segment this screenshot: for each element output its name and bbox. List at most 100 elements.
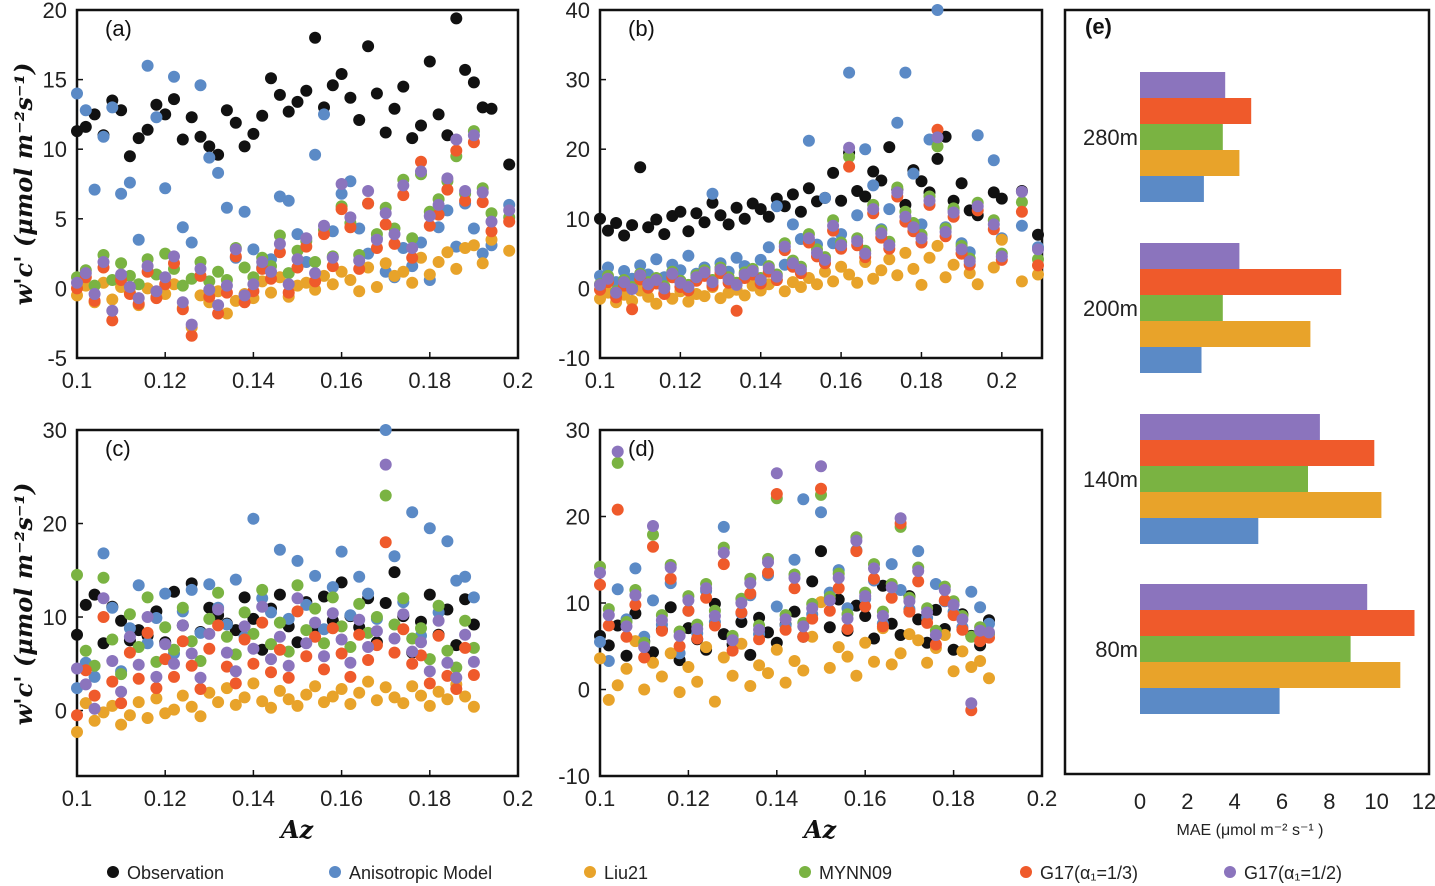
- plot-frame: [75, 428, 520, 778]
- data-point: [626, 294, 639, 307]
- data-point: [388, 550, 401, 563]
- x-axis-label: MAE (μmol m⁻² s⁻¹ ): [1177, 822, 1324, 839]
- data-point: [265, 265, 277, 278]
- data-point: [309, 31, 322, 44]
- data-point: [929, 629, 942, 641]
- data-point: [71, 87, 83, 100]
- data-point: [159, 621, 172, 634]
- data-point: [123, 608, 136, 621]
- data-point: [762, 262, 775, 275]
- data-point: [744, 680, 757, 692]
- data-point: [664, 561, 677, 574]
- data-point: [106, 293, 119, 306]
- data-point: [97, 611, 110, 623]
- data-point: [423, 588, 436, 601]
- data-point: [620, 662, 633, 675]
- data-point: [388, 632, 401, 645]
- data-point: [106, 304, 119, 317]
- data-point: [291, 261, 304, 274]
- data-point: [168, 70, 180, 83]
- data-point: [300, 624, 313, 637]
- data-point: [806, 612, 819, 625]
- x-tick-label: 0.2: [1027, 786, 1058, 811]
- data-point: [220, 646, 233, 659]
- data-point: [318, 696, 330, 709]
- data-point: [823, 661, 836, 674]
- data-point: [423, 665, 436, 678]
- data-point: [159, 271, 172, 284]
- data-point: [885, 558, 898, 571]
- y-tick-label: 10: [43, 137, 67, 162]
- data-point: [159, 638, 172, 651]
- x-axis-label: Az: [279, 815, 315, 844]
- data-point: [115, 685, 128, 698]
- data-point: [282, 693, 295, 706]
- data-point: [691, 632, 704, 645]
- data-point: [778, 285, 791, 298]
- x-tick-label: 0.12: [659, 368, 702, 393]
- data-point: [634, 161, 647, 174]
- data-point: [894, 629, 907, 641]
- data-point: [1015, 205, 1028, 218]
- data-point: [899, 246, 912, 259]
- data-point: [123, 150, 136, 163]
- data-point: [326, 79, 339, 92]
- panel-label: (b): [628, 16, 655, 41]
- data-point: [806, 575, 819, 588]
- data-point: [415, 165, 427, 178]
- data-point: [698, 216, 711, 229]
- data-point: [406, 251, 419, 264]
- data-point: [788, 553, 801, 566]
- data-point: [850, 534, 863, 547]
- data-point: [1015, 196, 1028, 209]
- data-point: [282, 278, 295, 291]
- data-point: [450, 12, 463, 25]
- data-point: [326, 622, 339, 635]
- data-point: [664, 601, 677, 614]
- data-point: [921, 656, 934, 669]
- data-point: [79, 267, 92, 280]
- data-point: [691, 623, 704, 635]
- data-point: [730, 201, 743, 214]
- data-point: [318, 590, 330, 603]
- data-point: [353, 114, 366, 126]
- data-point: [353, 628, 366, 641]
- data-point: [132, 641, 145, 653]
- data-point: [212, 285, 225, 298]
- data-point: [851, 209, 864, 222]
- data-point: [256, 600, 269, 613]
- data-point: [194, 262, 207, 275]
- data-point: [176, 601, 189, 614]
- data-point: [995, 233, 1008, 246]
- legend-item: MYNN09: [799, 863, 892, 883]
- data-point: [71, 709, 83, 722]
- data-point: [150, 670, 163, 683]
- data-point: [256, 256, 269, 268]
- data-point: [503, 244, 516, 257]
- panel-a: 0.1 0.12 0.14 0.16 0.18 0.2 -5 0 5 10 15 20 (a): [43, 0, 534, 393]
- data-point: [176, 296, 189, 309]
- series-MYNN09: [594, 456, 995, 649]
- data-point: [894, 512, 907, 525]
- data-point: [983, 626, 995, 639]
- data-point: [735, 606, 748, 619]
- data-point: [441, 183, 454, 196]
- data-point: [673, 629, 686, 642]
- data-point: [265, 72, 277, 85]
- data-point: [819, 265, 831, 278]
- data-point: [867, 272, 880, 285]
- data-point: [794, 281, 807, 293]
- data-point: [273, 684, 286, 697]
- data-point: [362, 675, 375, 688]
- data-point: [159, 587, 172, 600]
- data-point: [459, 194, 472, 207]
- data-point: [335, 576, 348, 589]
- data-point: [176, 689, 189, 702]
- data-point: [71, 628, 83, 641]
- legend-item: Liu21: [584, 863, 648, 883]
- data-point: [185, 659, 198, 672]
- data-point: [185, 329, 198, 342]
- data-point: [835, 260, 848, 273]
- data-point: [891, 269, 904, 282]
- data-point: [291, 605, 304, 618]
